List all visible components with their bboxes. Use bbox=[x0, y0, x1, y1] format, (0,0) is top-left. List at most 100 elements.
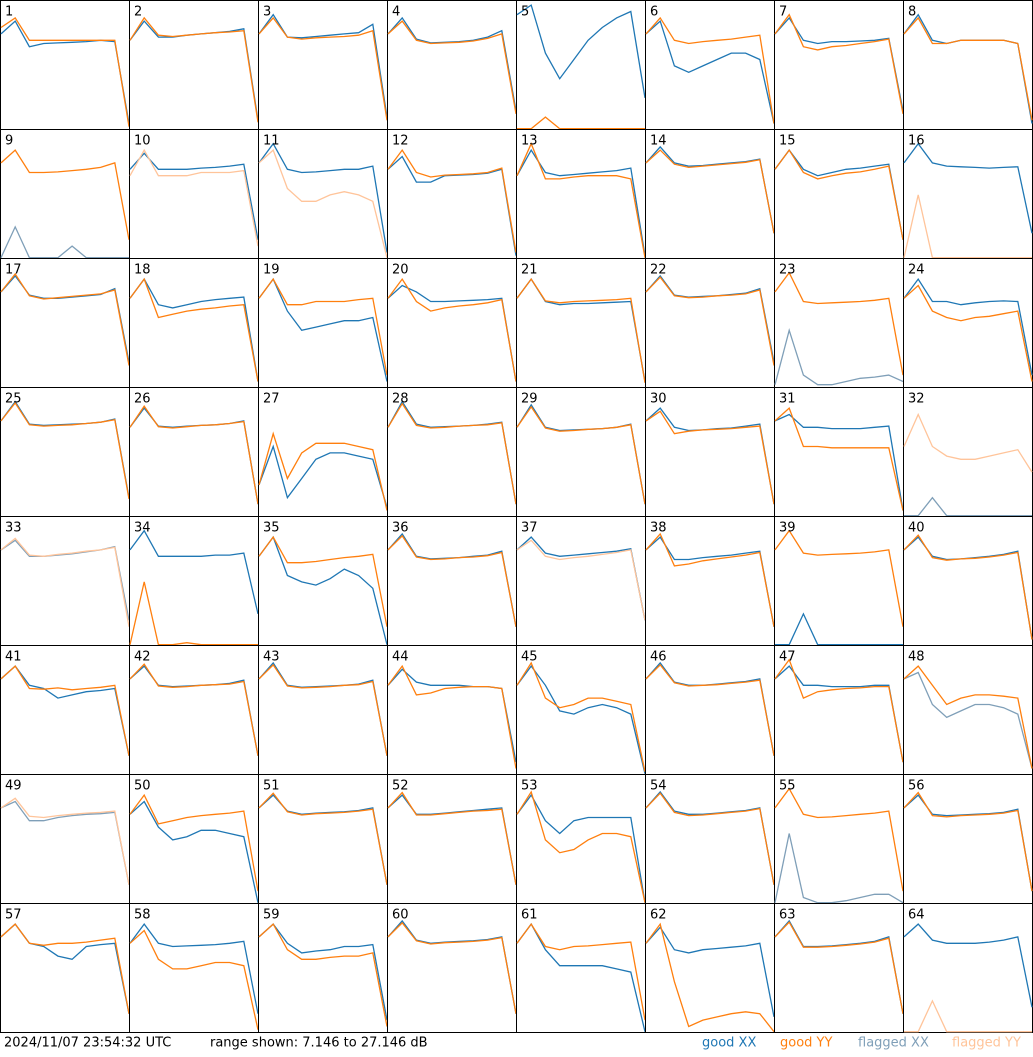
panel bbox=[387, 387, 517, 517]
spectrum-xx bbox=[129, 923, 259, 1014]
panel-label: 26 bbox=[134, 392, 151, 407]
panel-label: 61 bbox=[521, 908, 538, 923]
panel bbox=[774, 258, 904, 388]
spectrum-yy bbox=[645, 16, 775, 124]
panel bbox=[516, 903, 646, 1033]
panel-label: 45 bbox=[521, 650, 538, 665]
spectrum-yy bbox=[258, 663, 388, 756]
panel bbox=[645, 0, 775, 130]
spectrum-xx bbox=[258, 277, 388, 382]
panel bbox=[387, 645, 517, 775]
spectrum-xx bbox=[0, 800, 130, 885]
spectrum-yy bbox=[387, 534, 517, 627]
spectrum-yy bbox=[0, 537, 130, 627]
spectrum-yy bbox=[258, 277, 388, 376]
panel bbox=[129, 645, 259, 775]
spectrum-yy bbox=[387, 664, 517, 769]
panel bbox=[516, 516, 646, 646]
panel-label: 1 bbox=[5, 5, 13, 20]
spectrum-yy bbox=[774, 406, 904, 511]
panel bbox=[258, 129, 388, 259]
panel bbox=[0, 387, 130, 517]
panel-label: 12 bbox=[392, 134, 409, 149]
panel bbox=[774, 774, 904, 904]
panel bbox=[645, 645, 775, 775]
spectrum-yy bbox=[387, 148, 517, 253]
spectrum-yy bbox=[774, 658, 904, 763]
panel bbox=[387, 774, 517, 904]
panel-label: 31 bbox=[779, 392, 796, 407]
panel bbox=[645, 903, 775, 1033]
spectrum-yy bbox=[645, 276, 775, 366]
panel bbox=[516, 258, 646, 388]
panel-label: 49 bbox=[5, 779, 22, 794]
panel bbox=[774, 516, 904, 646]
panel-label: 47 bbox=[779, 650, 796, 665]
panel bbox=[774, 645, 904, 775]
spectrum-xx bbox=[258, 535, 388, 645]
spectrum-xx bbox=[258, 923, 388, 1021]
panel-label: 59 bbox=[263, 908, 280, 923]
spectrum-xx bbox=[0, 665, 130, 756]
panel bbox=[129, 387, 259, 517]
panel bbox=[645, 387, 775, 517]
spectrum-xx bbox=[129, 152, 259, 240]
spectrum-xx bbox=[645, 19, 775, 124]
panel-label: 32 bbox=[908, 392, 925, 407]
spectrum-yy bbox=[516, 661, 646, 772]
spectrum-xx bbox=[774, 833, 904, 904]
panel bbox=[774, 387, 904, 517]
panel-label: 58 bbox=[134, 908, 151, 923]
spectrum-yy bbox=[516, 277, 646, 383]
spectrum-xx bbox=[258, 13, 388, 118]
panel-label: 54 bbox=[650, 779, 667, 794]
spectrum-yy bbox=[129, 16, 259, 123]
panel-label: 39 bbox=[779, 521, 796, 536]
spectrum-yy bbox=[645, 792, 775, 885]
panel bbox=[774, 129, 904, 259]
spectrum-yy bbox=[645, 663, 775, 756]
spectrum-yy bbox=[0, 272, 130, 366]
spectrum-yy bbox=[517, 116, 645, 130]
spectrum-yy bbox=[516, 790, 646, 903]
panel-label: 20 bbox=[392, 263, 409, 278]
spectrum-yy bbox=[904, 999, 1032, 1033]
spectrum-yy bbox=[258, 535, 388, 627]
panel bbox=[645, 129, 775, 259]
panel bbox=[0, 258, 130, 388]
spectrum-xx bbox=[903, 142, 1033, 234]
spectrum-yy bbox=[774, 787, 904, 892]
panel-label: 55 bbox=[779, 779, 796, 794]
panel-label: 40 bbox=[908, 521, 925, 536]
panel bbox=[645, 774, 775, 904]
panel-label: 24 bbox=[908, 263, 925, 278]
spectrum-yy bbox=[387, 20, 517, 115]
panel-label: 7 bbox=[779, 5, 787, 20]
spectrum-yy bbox=[129, 581, 258, 646]
panel bbox=[516, 129, 646, 259]
panel-label: 29 bbox=[521, 392, 538, 407]
spectrum-xx bbox=[129, 277, 259, 382]
panel bbox=[387, 516, 517, 646]
spectrum-yy bbox=[516, 539, 646, 621]
panel bbox=[0, 645, 130, 775]
legend-entry: flagged YY bbox=[952, 1036, 1021, 1051]
panel bbox=[903, 516, 1033, 646]
spectrum-xx bbox=[774, 665, 904, 763]
panel-label: 2 bbox=[134, 5, 142, 20]
spectrum-yy bbox=[258, 431, 388, 511]
panel-label: 4 bbox=[392, 5, 400, 20]
spectrum-yy bbox=[903, 284, 1033, 382]
panel-label: 19 bbox=[263, 263, 280, 278]
spectrum-yy bbox=[0, 401, 130, 500]
panel bbox=[0, 774, 130, 904]
spectrum-yy bbox=[0, 665, 130, 756]
spectrum-yy bbox=[129, 277, 259, 382]
panel bbox=[0, 0, 130, 130]
panel bbox=[387, 0, 517, 130]
spectrum-yy bbox=[129, 405, 259, 505]
panel-label: 16 bbox=[908, 134, 925, 149]
panel-label: 14 bbox=[650, 134, 667, 149]
panel bbox=[129, 903, 259, 1033]
panel bbox=[645, 516, 775, 646]
